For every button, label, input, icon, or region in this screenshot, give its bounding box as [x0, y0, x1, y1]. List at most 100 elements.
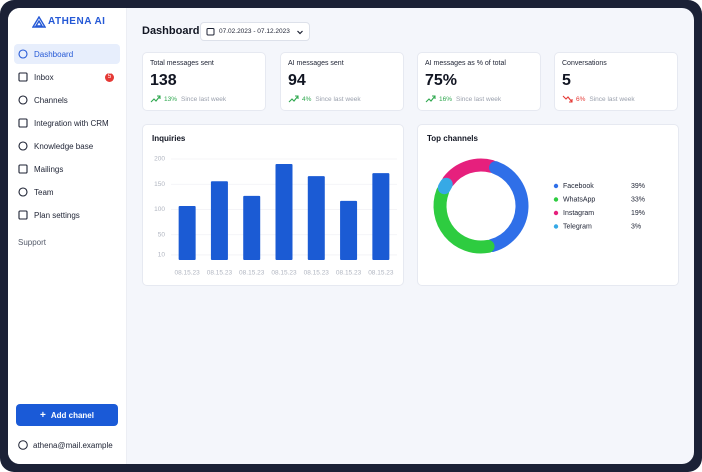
x-tick-label: 08.15.23	[174, 270, 200, 277]
nav-item[interactable]: Inbox 5	[14, 67, 120, 87]
legend-dot	[553, 224, 559, 229]
stat-change-row: 6% Since last week	[562, 95, 635, 103]
legend-value: 19%	[631, 210, 645, 217]
user-icon	[18, 440, 28, 450]
stat-change: 16%	[439, 95, 453, 103]
chart-card: Inquiries 10 50 100 150 200 08.15.23 08.15.23 08…	[142, 124, 404, 286]
chevron-icon	[297, 30, 303, 34]
stat-value: 94	[288, 72, 306, 89]
nav-label: Mailings	[34, 164, 64, 174]
nav-item[interactable]: Dashboard	[14, 44, 120, 64]
icon-shape	[562, 95, 573, 103]
nav-item[interactable]: Channels	[14, 90, 120, 110]
y-tick-label: 50	[158, 231, 166, 238]
icon-shape	[18, 95, 28, 105]
icon-shape	[425, 95, 436, 103]
donut-segment	[433, 185, 495, 254]
nav-icon	[18, 141, 28, 151]
legend-label: Telegram	[563, 223, 592, 230]
nav-label: Channels	[34, 95, 68, 105]
nav-label: Integration with CRM	[34, 118, 109, 128]
add-channel-button[interactable]: + Add chanel	[16, 404, 118, 426]
stat-change-row: 13% Since last week	[150, 95, 226, 103]
plus-icon: +	[40, 409, 46, 421]
nav-icon	[18, 118, 28, 128]
nav-icon	[18, 49, 28, 59]
icon-shape	[18, 118, 28, 128]
support-link[interactable]: Support	[18, 238, 47, 247]
icon-shape	[18, 164, 28, 174]
chart: Facebook 39% WhatsApp 33% Instagram 19% Telegr…	[433, 158, 645, 254]
legend-label: WhatsApp	[563, 196, 595, 203]
date-range: 07.02.2023 - 07.12.2023	[219, 28, 290, 35]
bar	[340, 200, 358, 260]
main: Dashboard 07.02.2023 - 07.12.2023 Total me…	[8, 8, 694, 464]
logo-icon	[32, 16, 46, 28]
date-range-picker[interactable]: 07.02.2023 - 07.12.2023	[200, 22, 310, 41]
logo-shape	[32, 16, 46, 28]
nav-item[interactable]: Mailings	[14, 159, 120, 179]
bar	[178, 205, 196, 260]
bar	[275, 164, 293, 260]
stat-card: AI messages sent 94 4% Since last week	[280, 52, 404, 111]
bar	[243, 195, 261, 260]
stat-card: AI messages as % of total 75% 16% Since las…	[417, 52, 541, 111]
bar	[307, 176, 325, 260]
nav-label: Knowledge base	[34, 141, 94, 151]
nav-icon	[18, 164, 28, 174]
user[interactable]: athena@mail.example	[18, 440, 113, 450]
stat-change-row: 16% Since last week	[425, 95, 501, 103]
trend-arrow	[562, 95, 573, 103]
calendar-icon	[206, 28, 215, 36]
stat-change: 4%	[302, 95, 312, 103]
stat-card: Total messages sent 138 13% Since last week	[142, 52, 266, 111]
button-label: Add chanel	[50, 410, 94, 420]
legend-value: 33%	[631, 196, 645, 203]
nav-icon	[18, 210, 28, 220]
stat-note: Since last week	[456, 95, 502, 103]
stat-note: Since last week	[315, 95, 361, 103]
icon-shape	[288, 95, 299, 103]
chart: 10 50 100 150 200 08.15.23 08.15.23 08.15.23 08.…	[154, 156, 397, 277]
nav-icon	[18, 187, 28, 197]
trend-arrow	[150, 95, 161, 103]
nav-item[interactable]: Team	[14, 182, 120, 202]
legend-dot	[553, 183, 559, 189]
legend-value: 3%	[631, 223, 641, 230]
y-tick-label: 10	[158, 252, 166, 259]
stat-label: Total messages sent	[150, 60, 214, 67]
x-tick-label: 08.15.23	[207, 270, 233, 277]
legend-value: 39%	[631, 183, 645, 190]
stat-label: Conversations	[562, 60, 607, 67]
x-tick-label: 08.15.23	[336, 270, 362, 277]
sidebar: ATHENA AI Dashboard Inbox 5 Channels Integrat…	[8, 8, 127, 464]
stat-value: 5	[562, 72, 571, 89]
nav-badge: 5	[105, 72, 114, 82]
donut-segment	[485, 161, 529, 252]
legend-dot	[553, 197, 559, 202]
icon-shape	[18, 187, 28, 197]
stat-change-row: 4% Since last week	[288, 95, 361, 103]
legend-label: Facebook	[563, 183, 594, 190]
icon-shape	[150, 95, 161, 103]
icon-shape	[18, 440, 28, 450]
icon-shape	[18, 72, 28, 82]
nav-item[interactable]: Integration with CRM	[14, 113, 120, 133]
stat-label: AI messages sent	[288, 60, 344, 67]
icon-shape	[18, 141, 28, 151]
y-tick-label: 150	[154, 181, 165, 188]
nav-label: Team	[34, 187, 54, 197]
nav-item[interactable]: Plan settings	[14, 205, 120, 225]
stat-label: AI messages as % of total	[425, 60, 506, 67]
x-tick-label: 08.15.23	[368, 270, 394, 277]
legend-label: Instagram	[563, 210, 594, 217]
app-window: ATHENA AI Dashboard Inbox 5 Channels Integrat…	[8, 8, 694, 464]
nav-item[interactable]: Knowledge base	[14, 136, 120, 156]
trend-arrow	[425, 95, 436, 103]
nav-label: Dashboard	[34, 49, 74, 59]
y-tick-label: 100	[154, 206, 165, 213]
icon-shape	[297, 30, 303, 34]
chart-title: Inquiries	[152, 134, 186, 143]
stat-value: 138	[150, 72, 177, 89]
legend-dot	[553, 210, 559, 216]
